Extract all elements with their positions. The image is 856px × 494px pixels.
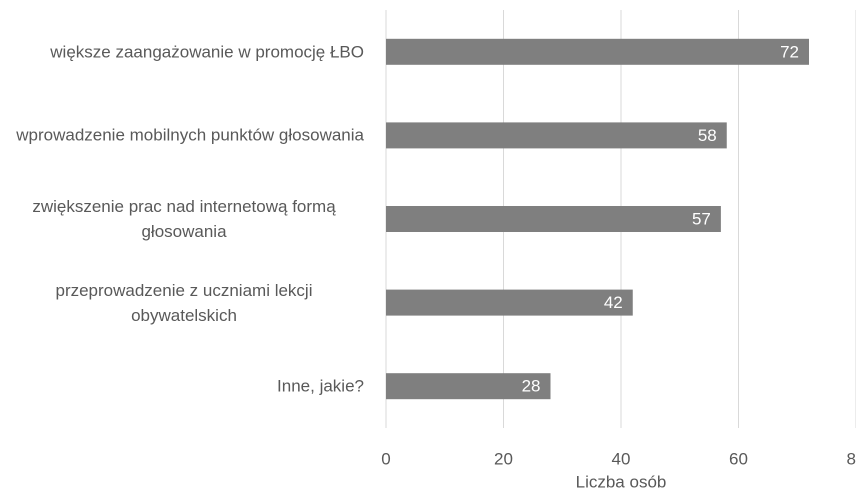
- category-label-box: Inne, jakie?: [0, 374, 364, 399]
- bar: [386, 38, 809, 65]
- value-label: 57: [692, 209, 711, 228]
- value-label: 42: [604, 293, 623, 312]
- category-label-box: większe zaangażowanie w promocję ŁBO: [0, 39, 364, 64]
- y-tick-label: przeprowadzenie z uczniami lekcji obywat…: [55, 280, 313, 325]
- bar: [386, 206, 721, 232]
- y-tick-label: wprowadzenie mobilnych punktów głosowani…: [16, 125, 364, 145]
- y-tick-label: większe zaangażowanie w promocję ŁBO: [50, 42, 364, 62]
- value-label: 58: [698, 126, 717, 145]
- value-label: 72: [780, 42, 799, 61]
- x-tick-label: 0: [381, 449, 390, 468]
- y-tick-label: zwiększenie prac nad internetową formą g…: [32, 197, 336, 241]
- bar: [386, 289, 633, 316]
- x-tick-label: 80: [847, 449, 856, 468]
- x-axis-title: Liczba osób: [576, 472, 667, 491]
- x-tick-label: 60: [729, 449, 748, 468]
- bar: [386, 373, 551, 400]
- category-label-box: przeprowadzenie z uczniami lekcji obywat…: [0, 278, 364, 328]
- x-tick-label: 20: [494, 449, 513, 468]
- y-tick-label: Inne, jakie?: [277, 376, 364, 396]
- x-tick-label: 40: [612, 449, 631, 468]
- bar: [386, 122, 727, 149]
- category-label-box: zwiększenie prac nad internetową formą g…: [0, 194, 364, 244]
- category-label-box: wprowadzenie mobilnych punktów głosowani…: [0, 123, 364, 148]
- value-label: 28: [522, 377, 541, 396]
